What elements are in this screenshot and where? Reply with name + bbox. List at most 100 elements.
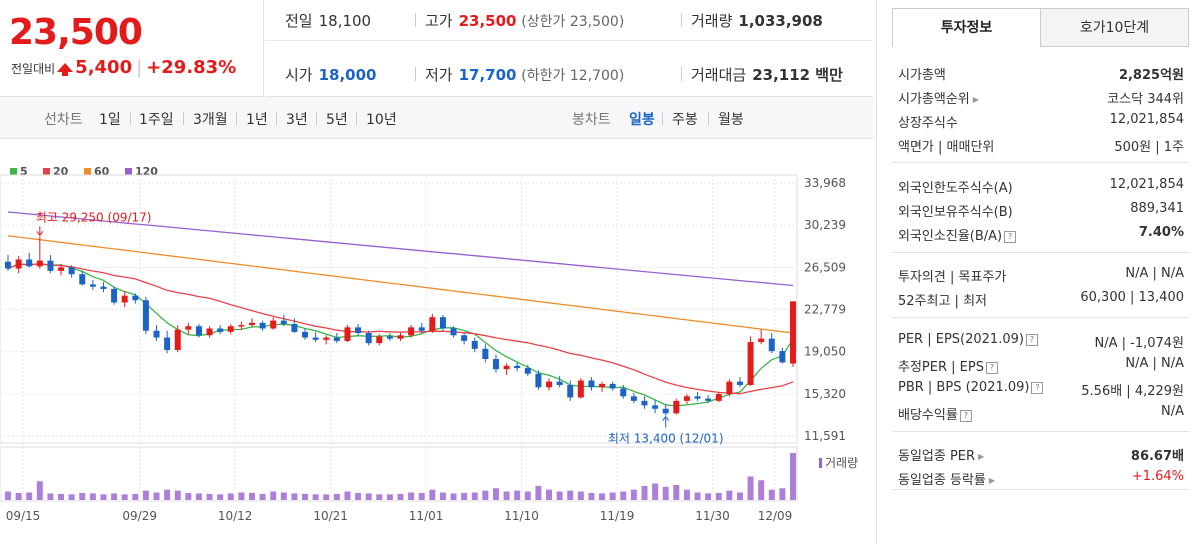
- legend-swatch: [10, 168, 17, 175]
- candle-body: [36, 260, 43, 267]
- volume-bar: [355, 492, 362, 500]
- candle-body: [100, 286, 107, 289]
- candle-monthly[interactable]: 월봉: [718, 112, 744, 128]
- candle-body: [270, 320, 277, 329]
- candle-body: [599, 383, 606, 388]
- volume-bar: [620, 491, 627, 500]
- row-market-cap-rank[interactable]: 시가총액순위 ▶ 코스닥 344위: [898, 92, 1184, 107]
- period-3m[interactable]: 3개월: [193, 112, 228, 128]
- row-industry-per[interactable]: 동일업종 PER ▶ 86.67배: [898, 449, 1184, 464]
- legend-label: 60: [94, 165, 110, 178]
- volume-bar: [121, 494, 128, 500]
- help-icon[interactable]: ?: [1031, 381, 1044, 394]
- tab-investment-info[interactable]: 투자정보: [892, 8, 1041, 47]
- row-pbr-bps: PBR | BPS (2021.09)? 5.56배 | 4,229원: [898, 380, 1184, 399]
- period-3y[interactable]: 3년: [286, 112, 308, 128]
- help-icon[interactable]: ?: [985, 361, 998, 374]
- volume-bar: [248, 492, 255, 500]
- candle-body: [58, 267, 65, 271]
- x-tick-label: 11/10: [504, 509, 539, 523]
- row-foreign-limit: 외국인한도주식수(A) 12,021,854: [898, 177, 1184, 196]
- candle-body: [365, 333, 372, 344]
- help-icon[interactable]: ?: [1004, 230, 1017, 243]
- row-per-eps: PER | EPS(2021.09)? N/A | -1,074원: [898, 332, 1184, 351]
- volume-bar: [15, 492, 22, 500]
- volume-bar: [142, 490, 149, 500]
- stock-chart: 5 20 60 120 거래량 33,968 30,239 26,509 22,779 19,…: [0, 165, 858, 523]
- candle-body: [588, 380, 595, 388]
- volume-label: 거래량: [825, 456, 858, 470]
- price-summary: 전일 18,100 고가 23,500 (상한가 23,500) 거래량 1,033,…: [265, 0, 873, 97]
- candle-body: [620, 388, 627, 397]
- moving-average-lines: [7, 211, 794, 407]
- volume-bar: [376, 494, 383, 500]
- volume-bar: [312, 494, 319, 500]
- volume-bar: [641, 485, 648, 500]
- row-dividend-yield: 배당수익률? N/A: [898, 404, 1184, 423]
- volume-bar: [111, 493, 118, 500]
- volume-bar: [132, 493, 139, 500]
- ma-line-60: [7, 235, 794, 334]
- candle-body: [217, 328, 224, 332]
- volume-bar: [599, 493, 606, 500]
- candlesticks: [5, 236, 796, 416]
- volume: 거래량 1,033,908: [691, 12, 823, 30]
- high-price: 고가 23,500 (상한가 23,500): [425, 12, 625, 30]
- volume-bar: [68, 494, 75, 500]
- period-1d[interactable]: 1일: [99, 112, 121, 128]
- volume-bar: [673, 484, 680, 500]
- x-tick-label: 12/09: [758, 509, 793, 523]
- candle-body: [705, 398, 712, 401]
- candle-body: [556, 381, 563, 386]
- arrow-right-icon: ▶: [972, 95, 979, 104]
- candle-weekly[interactable]: 주봉: [672, 112, 698, 128]
- candle-body: [471, 340, 478, 349]
- volume-bar: [779, 488, 786, 500]
- volume-bar: [652, 483, 659, 500]
- candle-body: [89, 284, 96, 287]
- y-axis: 33,968 30,239 26,509 22,779 19,050 15,320 11,5…: [804, 176, 846, 443]
- candle-body: [694, 396, 701, 399]
- candle-body: [333, 337, 340, 341]
- tab-order-book[interactable]: 호가10단계: [1040, 8, 1189, 47]
- volume-bar: [195, 493, 202, 500]
- period-1y[interactable]: 1년: [246, 112, 268, 128]
- row-industry-change[interactable]: 동일업종 등락률 ▶ +1.64%: [898, 469, 1184, 488]
- candle-body: [652, 405, 659, 409]
- candle-body: [355, 327, 362, 334]
- period-10y[interactable]: 10년: [366, 112, 397, 128]
- help-icon[interactable]: ?: [959, 409, 972, 422]
- volume-bar: [630, 489, 637, 500]
- period-5y[interactable]: 5년: [326, 112, 348, 128]
- volume-bar: [291, 493, 298, 500]
- candle-body: [238, 325, 245, 327]
- volume-bar: [5, 491, 11, 500]
- candle-body: [790, 301, 796, 364]
- candle-body: [227, 326, 234, 332]
- y-tick-label: 26,509: [804, 260, 846, 274]
- volume-bar: [450, 493, 457, 500]
- y-tick-label: 22,779: [804, 303, 846, 317]
- volume-bar: [429, 489, 436, 500]
- x-axis: 09/15 09/29 10/12 10/21 11/01 11/10 11/19 11/30…: [6, 509, 793, 523]
- candle-body: [577, 380, 584, 398]
- high-annotation: 최고 29,250 (09/17): [36, 210, 152, 224]
- candle-body: [132, 295, 139, 301]
- row-target-price: 투자의견 | 목표주가 N/A | N/A: [898, 266, 1184, 285]
- y-tick-label: 19,050: [804, 345, 846, 359]
- volume-bar: [206, 493, 213, 500]
- candle-body: [397, 335, 404, 339]
- x-tick-label: 10/12: [218, 509, 253, 523]
- volume-bar: [47, 493, 54, 500]
- candle-body: [185, 326, 192, 330]
- help-icon[interactable]: ?: [1025, 333, 1038, 346]
- volume-bar: [503, 491, 510, 500]
- period-1w[interactable]: 1주일: [139, 112, 174, 128]
- candle-body: [779, 351, 786, 363]
- volume-bar: [556, 491, 563, 500]
- volume-bar: [100, 494, 107, 500]
- volume-legend-swatch: [819, 458, 822, 468]
- candle-daily[interactable]: 일봉: [629, 112, 655, 128]
- candle-body: [280, 320, 287, 324]
- y-tick-label: 30,239: [804, 218, 846, 232]
